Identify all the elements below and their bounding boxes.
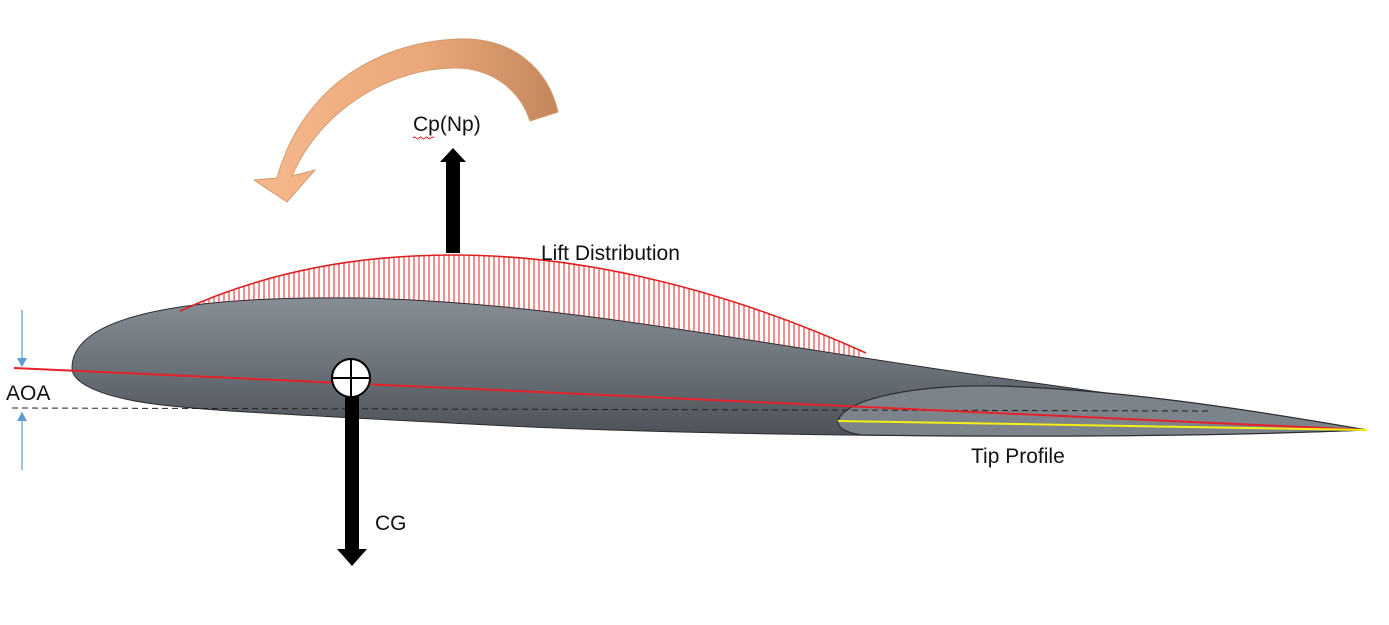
lift-force-arrow bbox=[440, 148, 466, 253]
tip-profile-label: Tip Profile bbox=[971, 445, 1065, 468]
tip-chord-line bbox=[837, 420, 1368, 431]
spellcheck-underline bbox=[413, 136, 435, 140]
lift-distribution-hatch bbox=[198, 255, 860, 358]
lift-distribution-label: Lift Distribution bbox=[541, 242, 680, 265]
moment-arrow-icon bbox=[252, 38, 559, 203]
aoa-label: AOA bbox=[6, 382, 51, 405]
moment-label-suffix: (Np) bbox=[439, 113, 481, 136]
moment-label-prefix: Cp bbox=[413, 113, 440, 136]
chord-line bbox=[13, 367, 1368, 431]
moment-label: Cp (Np) bbox=[413, 113, 481, 140]
cg-symbol-icon bbox=[331, 358, 371, 398]
cg-label: CG bbox=[375, 512, 407, 535]
weight-force-arrow bbox=[337, 390, 367, 566]
lift-distribution-curve bbox=[179, 254, 867, 354]
aoa-dimension bbox=[17, 310, 27, 470]
